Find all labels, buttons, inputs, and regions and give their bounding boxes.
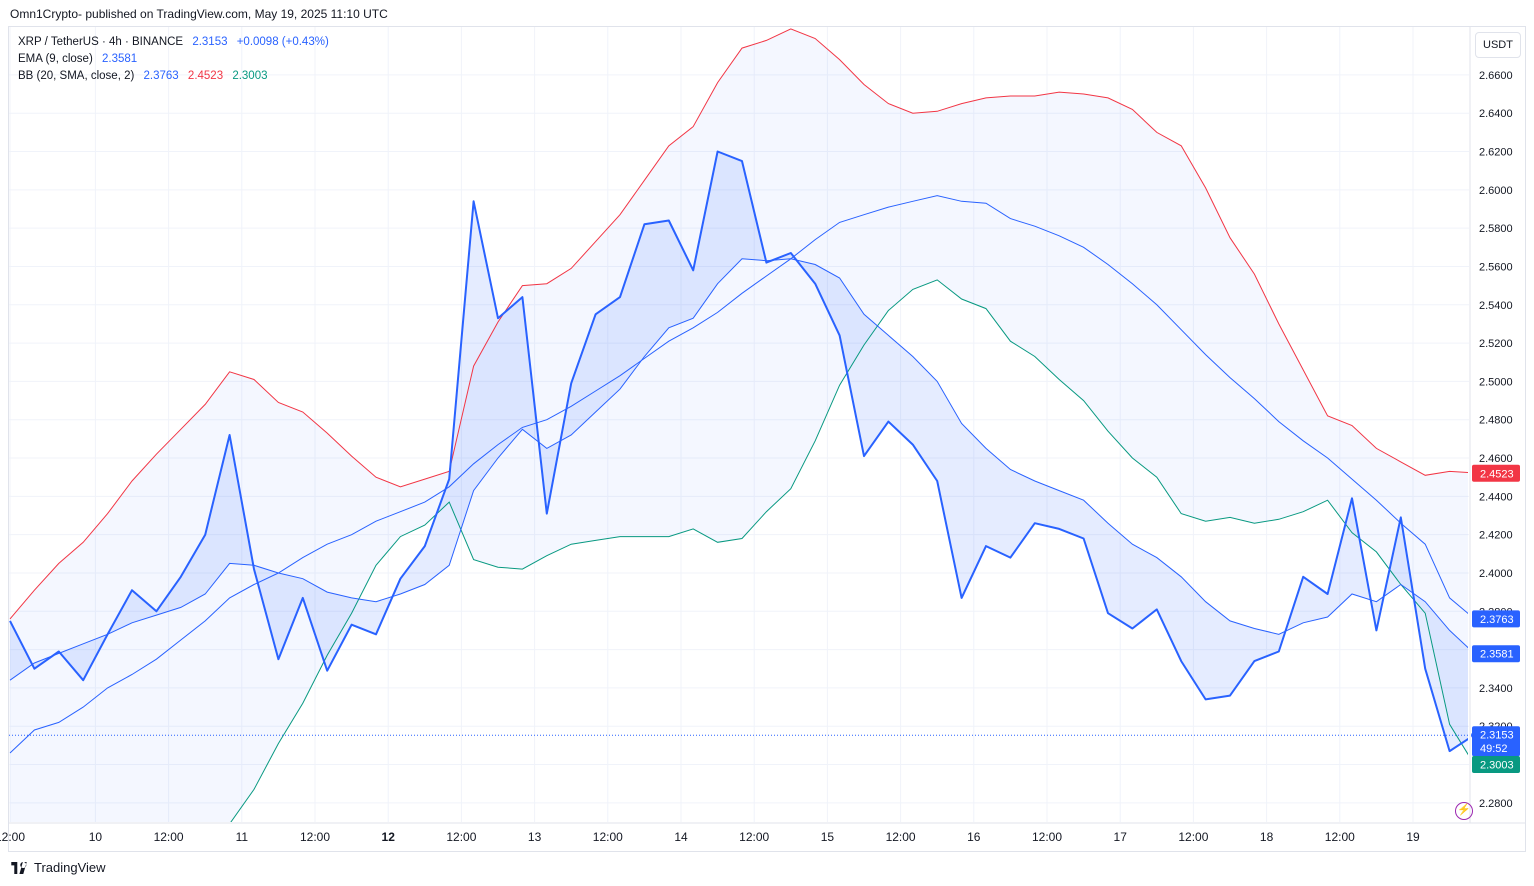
- y-tick-label: 2.3400: [1479, 683, 1513, 695]
- x-tick-label: 11: [236, 830, 249, 844]
- y-tick-label: 2.5600: [1479, 261, 1513, 273]
- plot-area: [9, 28, 1468, 822]
- x-tick-label: 16: [967, 830, 981, 844]
- x-tick-label: 12:00: [886, 830, 916, 844]
- grid: [9, 27, 1469, 822]
- x-tick-label: 12:00: [593, 830, 623, 844]
- bb-lower-line: [230, 279, 1468, 822]
- chart-legend: XRP / TetherUS · 4h · BINANCE 2.3153 +0.…: [18, 34, 335, 85]
- currency-unit-button[interactable]: USDT: [1475, 32, 1521, 58]
- bb-upper-line: [9, 28, 1468, 620]
- y-tick-label: 2.4000: [1479, 568, 1513, 580]
- x-tick-label: 12:00: [0, 830, 25, 844]
- legend-bb-row[interactable]: BB (20, SMA, close, 2) 2.3763 2.4523 2.3…: [18, 68, 335, 85]
- x-tick-label: 12:00: [1325, 830, 1355, 844]
- x-tick-label: 19: [1406, 830, 1420, 844]
- axis-value-badge: [1472, 755, 1520, 773]
- bb-band-fill: [10, 28, 1468, 822]
- x-tick-label: 18: [1260, 830, 1274, 844]
- y-tick-label: 2.5400: [1479, 300, 1513, 312]
- bb-basis-value: 2.3763: [143, 70, 179, 82]
- x-tick-label: 12:00: [154, 830, 184, 844]
- axis-value-label: 2.3763: [1480, 614, 1514, 626]
- x-tick-label: 17: [1114, 830, 1128, 844]
- axis-value-badge: [1472, 645, 1520, 663]
- ema-label: EMA (9, close): [18, 53, 93, 65]
- axis-value-badge: [1472, 610, 1520, 628]
- bb-label: BB (20, SMA, close, 2): [18, 70, 135, 82]
- axis-value-label: 2.4523: [1480, 468, 1514, 480]
- y-tick-label: 2.4400: [1479, 491, 1513, 503]
- candle-countdown-label: 49:52: [1480, 743, 1508, 755]
- x-tick-label: 12:00: [446, 830, 476, 844]
- x-tick-label: 12:00: [1032, 830, 1062, 844]
- bb-lower-value: 2.3003: [232, 70, 268, 82]
- x-tick-label: 15: [821, 830, 835, 844]
- y-tick-label: 2.4600: [1479, 453, 1513, 465]
- y-tick-label: 2.4200: [1479, 530, 1513, 542]
- axis-value-label: 2.3153: [1480, 730, 1514, 742]
- y-tick-label: 2.5000: [1479, 376, 1513, 388]
- chart-frame: [8, 26, 1526, 852]
- bb-basis-line: [9, 195, 1468, 754]
- x-tick-label: 12:00: [739, 830, 769, 844]
- legend-symbol-row[interactable]: XRP / TetherUS · 4h · BINANCE 2.3153 +0.…: [18, 34, 335, 51]
- y-tick-label: 2.5800: [1479, 223, 1513, 235]
- x-tick-label: 14: [674, 830, 688, 844]
- footer-brand: TradingView: [10, 860, 106, 875]
- y-tick-label: 2.5200: [1479, 338, 1513, 350]
- y-tick-label: 2.2800: [1479, 798, 1513, 810]
- y-tick-label: 2.6400: [1479, 108, 1513, 120]
- ema-value: 2.3581: [101, 53, 138, 65]
- axis-value-badge: [1472, 464, 1520, 482]
- last-price: 2.3153: [192, 36, 228, 48]
- y-tick-label: 2.4800: [1479, 415, 1513, 427]
- x-tick-label: 12: [382, 830, 396, 844]
- price-line: [9, 150, 1468, 753]
- x-tick-label: 12:00: [1178, 830, 1208, 844]
- publisher-line: Omn1Crypto- published on TradingView.com…: [10, 7, 388, 21]
- axis-value-badge: [1472, 726, 1520, 757]
- x-tick-label: 12:00: [300, 830, 330, 844]
- price-change: +0.0098 (+0.43%): [236, 36, 329, 48]
- axis-value-label: 2.3003: [1480, 759, 1514, 771]
- y-tick-label: 2.6200: [1479, 147, 1513, 159]
- y-tick-label: 2.6000: [1479, 185, 1513, 197]
- x-tick-label: 13: [528, 830, 542, 844]
- symbol-label: XRP / TetherUS · 4h · BINANCE: [18, 36, 184, 48]
- axis-value-label: 2.3581: [1480, 649, 1514, 661]
- legend-ema-row[interactable]: EMA (9, close) 2.3581: [18, 51, 335, 68]
- y-tick-label: 2.6600: [1479, 70, 1513, 82]
- x-tick-label: 10: [89, 830, 103, 844]
- lightning-icon[interactable]: ⚡: [1455, 802, 1473, 820]
- tradingview-logo-icon: [11, 861, 27, 874]
- bb-upper-value: 2.4523: [187, 70, 224, 82]
- footer-brand-text: TradingView: [34, 860, 106, 875]
